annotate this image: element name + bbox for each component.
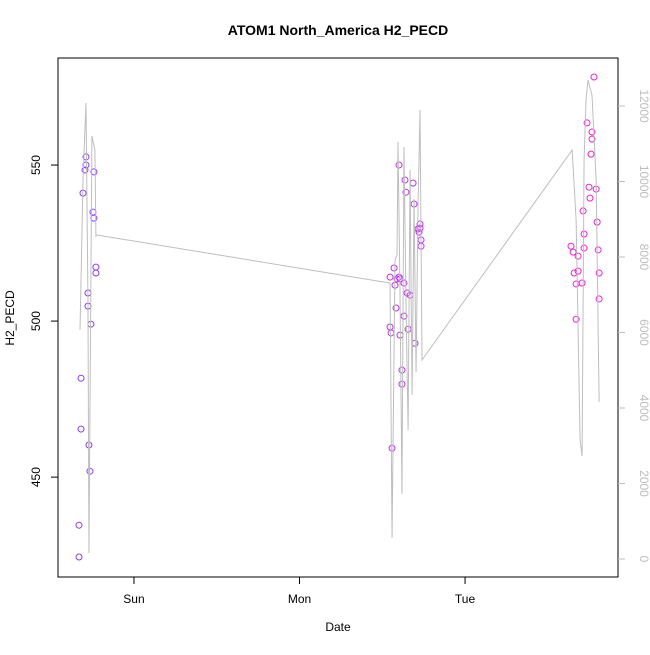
point	[81, 166, 89, 174]
point	[416, 224, 424, 232]
point	[392, 304, 400, 312]
point	[595, 295, 603, 303]
y2-tick-label: 12000	[637, 89, 650, 123]
point	[579, 207, 587, 215]
x-axis-label: Date	[325, 620, 351, 634]
x-tick-label: Sun	[123, 592, 144, 606]
point	[75, 521, 83, 529]
point	[75, 553, 83, 561]
y2-tick-label: 0	[637, 556, 650, 563]
chart-title: ATOM1 North_America H2_PECD	[228, 22, 448, 38]
y2-tick-label: 10000	[637, 165, 650, 199]
point	[588, 128, 596, 136]
y-tick-label: 550	[29, 155, 43, 175]
point	[587, 150, 595, 158]
point	[574, 267, 582, 275]
point	[90, 168, 98, 176]
y-tick-label: 500	[29, 311, 43, 331]
point	[567, 242, 575, 250]
point	[400, 312, 408, 320]
point	[400, 279, 408, 287]
point	[92, 269, 100, 277]
point	[398, 366, 406, 374]
point	[580, 244, 588, 252]
point	[588, 135, 596, 143]
point	[586, 194, 594, 202]
point	[416, 220, 424, 228]
x-tick-label: Tue	[455, 592, 476, 606]
point	[578, 279, 586, 287]
y2-tick-label: 8000	[637, 244, 650, 271]
point	[390, 264, 398, 272]
point	[569, 248, 577, 256]
point	[82, 161, 90, 169]
point	[595, 269, 603, 277]
point	[590, 73, 598, 81]
point	[594, 246, 602, 254]
point	[583, 119, 591, 127]
y2-tick-label: 4000	[637, 395, 650, 422]
y-tick-label: 450	[29, 467, 43, 487]
point	[398, 380, 406, 388]
y-axis-label: H2_PECD	[3, 290, 17, 346]
point	[77, 374, 85, 382]
x-tick-label: Mon	[288, 592, 311, 606]
y2-tick-label: 2000	[637, 470, 650, 497]
point	[388, 444, 396, 452]
point	[585, 183, 593, 191]
plot-frame	[57, 57, 619, 578]
point	[401, 176, 409, 184]
point	[77, 425, 85, 433]
point	[572, 315, 580, 323]
line	[79, 79, 600, 553]
point	[574, 252, 582, 260]
point	[415, 228, 423, 236]
point	[402, 188, 410, 196]
point	[82, 153, 90, 161]
point	[386, 273, 394, 281]
point	[395, 161, 403, 169]
y2-tick-label: 6000	[637, 319, 650, 346]
